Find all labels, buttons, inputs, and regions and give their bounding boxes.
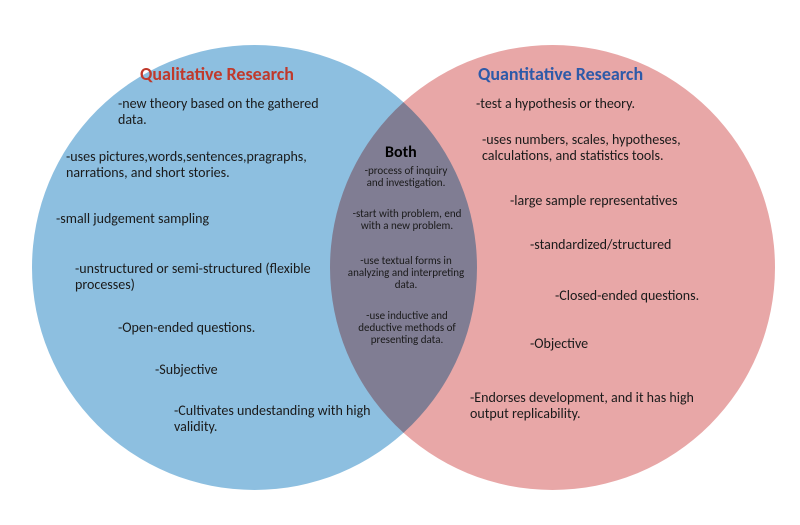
left-item-6: -Cultivates undestanding with high valid… [174, 403, 374, 435]
center-title: Both [385, 143, 417, 162]
left-item-2: -small judgement sampling [56, 211, 306, 227]
left-title: Qualitative Research [140, 63, 294, 85]
center-item-1: -start with problem, end with a new prob… [348, 208, 466, 232]
right-item-0: -test a hypothesis or theory. [476, 96, 736, 112]
center-item-0: -process of inquiry and investigation. [356, 165, 456, 189]
right-item-6: -Endorses development, and it has high o… [470, 390, 715, 422]
right-item-3: -standardized/structured [530, 237, 760, 253]
left-item-0: -new theory based on the gathered data. [118, 96, 348, 128]
left-item-3: -unstructured or semi-structured (flexib… [75, 261, 315, 293]
right-item-4: -Closed-ended questions. [555, 288, 775, 304]
left-item-1: -uses pictures,words,sentences,pragraphs… [66, 149, 351, 181]
right-item-5: -Objective [530, 336, 730, 352]
center-item-3: -use inductive and deductive methods of … [352, 310, 462, 346]
center-item-2: -use textual forms in analyzing and inte… [345, 255, 467, 291]
left-item-4: -Open-ended questions. [118, 320, 348, 336]
right-item-1: -uses numbers, scales, hypotheses, calcu… [482, 132, 737, 164]
left-item-5: -Subjective [155, 362, 355, 378]
right-item-2: -large sample representatives [510, 193, 750, 209]
right-title: Quantitative Research [478, 63, 643, 85]
